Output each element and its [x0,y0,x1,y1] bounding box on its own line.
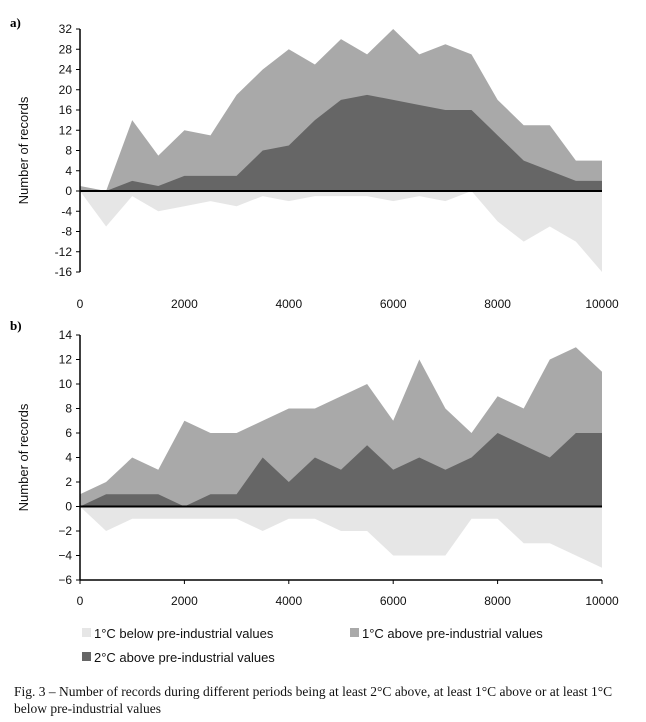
y-tick-label: -16 [55,265,73,279]
x-tick-label: 8000 [484,594,511,608]
x-tick-label: 4000 [275,594,302,608]
y-tick-label: 6 [65,426,72,440]
x-tick-label: 6000 [380,594,407,608]
x-tick-label: 10000 [585,594,619,608]
y-tick-label: -8 [61,225,72,239]
legend-label: 1°C above pre-industrial values [362,626,543,641]
x-tick-label: 8000 [484,297,511,311]
x-tick-label: 0 [77,594,84,608]
y-tick-label: 12 [59,123,73,137]
chart-panel-a: a) 32 28 24 20 16 12 8 4 0 -4 -8 -12 -16 0 2000 4000 6000… [10,15,619,311]
x-tick-label: 2000 [171,594,198,608]
legend-label: 2°C above pre-industrial values [94,650,275,665]
y-tick-label: 24 [59,63,73,77]
y-tick-label: 0 [65,184,72,198]
y-tick-label: 14 [59,328,73,342]
y-tick-label: 32 [59,22,73,36]
area-series-2 [80,94,602,191]
y-tick-label: 28 [59,42,73,56]
x-tick-label: 4000 [275,297,302,311]
y-axis-label: Number of records [16,403,31,511]
y-tick-label: −6 [58,573,72,587]
y-tick-label: 8 [65,144,72,158]
panel-label: a) [10,15,21,30]
y-tick-label: −2 [58,524,72,538]
y-tick-label: 8 [65,402,72,416]
legend-label: 1°C below pre-industrial values [94,626,274,641]
y-tick-label: 4 [65,451,72,465]
y-tick-label: 0 [65,500,72,514]
y-axis-label: Number of records [16,96,31,204]
area-series-3 [80,191,602,272]
y-tick-label: 20 [59,83,73,97]
legend: 1°C below pre-industrial values 1°C above… [82,626,543,665]
legend-swatch [82,652,91,661]
y-tick-label: 12 [59,353,73,367]
y-tick-label: -4 [61,204,72,218]
legend-swatch [350,628,359,637]
x-tick-label: 0 [77,297,84,311]
x-tick-label: 10000 [585,297,619,311]
y-tick-label: −4 [58,549,72,563]
chart-panel-b: b) 14 12 10 8 6 4 2 0 −2 −4 −6 0 2000 4000 6000 8000 1000… [10,318,619,608]
figure-caption: Fig. 3 – Number of records during differ… [14,684,613,716]
y-tick-label: 4 [65,164,72,178]
y-tick-label: 2 [65,475,72,489]
y-tick-label: 16 [59,103,73,117]
panel-label: b) [10,318,22,333]
legend-swatch [82,628,91,637]
y-tick-label: 10 [59,377,73,391]
x-tick-label: 2000 [171,297,198,311]
y-tick-label: -12 [55,245,73,259]
area-series-3 [80,506,602,568]
area-series-2 [80,433,602,507]
x-tick-label: 6000 [380,297,407,311]
